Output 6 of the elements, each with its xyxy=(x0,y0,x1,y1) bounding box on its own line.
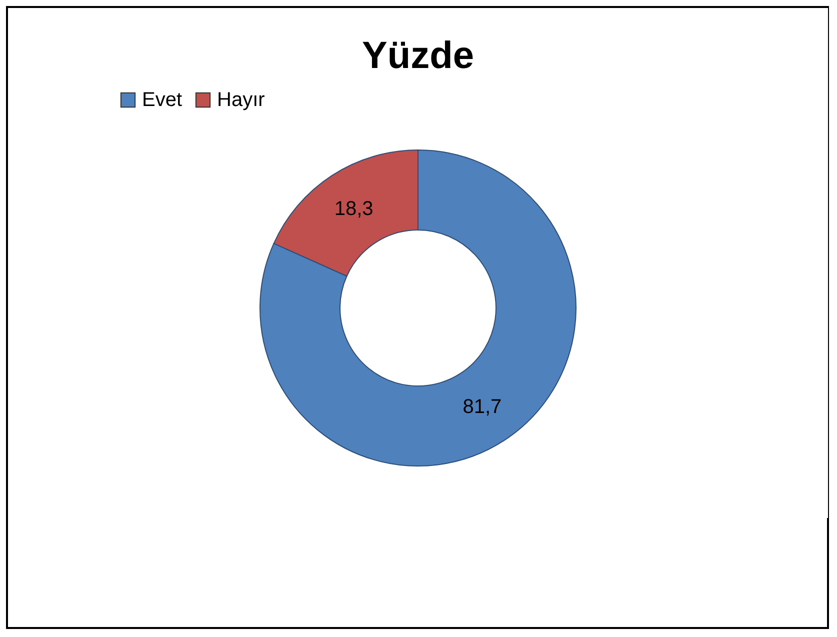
legend-label: Evet xyxy=(142,89,182,111)
donut-slice xyxy=(260,150,576,466)
data-label: 18,3 xyxy=(334,198,374,220)
data-label: 81,7 xyxy=(462,396,502,418)
chart-title: Yüzde xyxy=(362,35,474,77)
legend-label: Hayır xyxy=(217,89,266,111)
